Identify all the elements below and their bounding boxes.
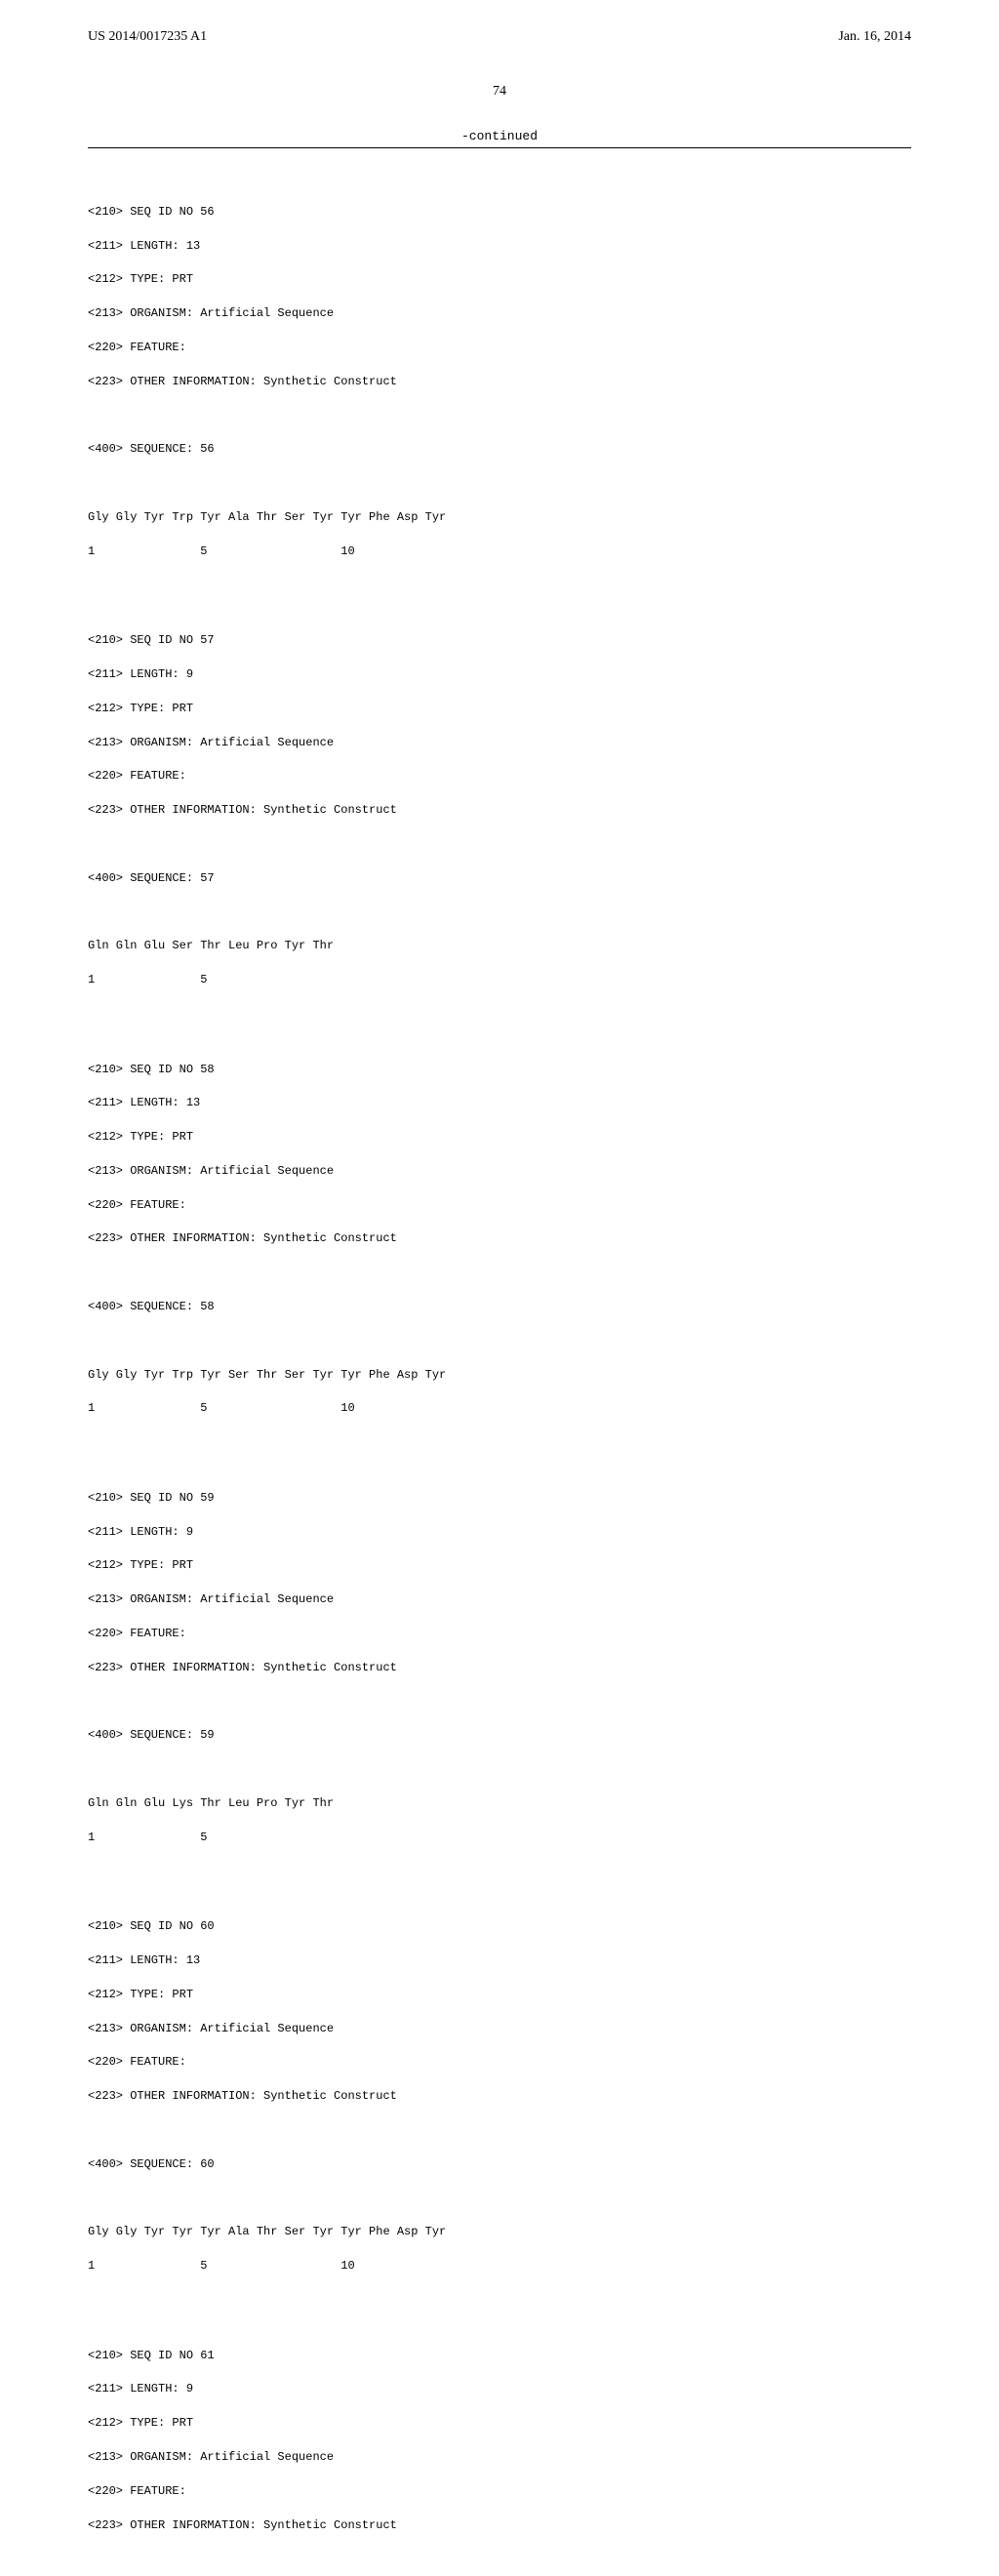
sequence-label: <400> SEQUENCE: 56 — [88, 441, 911, 458]
seq-meta-line: <210> SEQ ID NO 60 — [88, 1918, 911, 1935]
sequence-block: <210> SEQ ID NO 56 <211> LENGTH: 13 <212… — [88, 186, 911, 577]
sequence-label: <400> SEQUENCE: 59 — [88, 1727, 911, 1744]
horizontal-rule — [88, 147, 911, 148]
sequence-numbers: 1 5 — [88, 1830, 911, 1846]
sequence-label: <400> SEQUENCE: 60 — [88, 2156, 911, 2173]
seq-meta-line: <223> OTHER INFORMATION: Synthetic Const… — [88, 1230, 911, 1247]
seq-meta-line: <211> LENGTH: 9 — [88, 1524, 911, 1541]
seq-meta-line: <223> OTHER INFORMATION: Synthetic Const… — [88, 802, 911, 819]
page-header: US 2014/0017235 A1 Jan. 16, 2014 — [88, 29, 911, 45]
seq-meta-line: <213> ORGANISM: Artificial Sequence — [88, 735, 911, 751]
seq-meta-line: <223> OTHER INFORMATION: Synthetic Const… — [88, 2517, 911, 2534]
seq-meta-line: <211> LENGTH: 9 — [88, 666, 911, 683]
seq-meta-line: <220> FEATURE: — [88, 1197, 911, 1214]
sequence-listing: <210> SEQ ID NO 56 <211> LENGTH: 13 <212… — [88, 170, 911, 2576]
seq-meta-line: <213> ORGANISM: Artificial Sequence — [88, 2449, 911, 2466]
publication-number: US 2014/0017235 A1 — [88, 29, 207, 45]
sequence-block: <210> SEQ ID NO 59 <211> LENGTH: 9 <212>… — [88, 1473, 911, 1864]
seq-meta-line: <213> ORGANISM: Artificial Sequence — [88, 1591, 911, 1608]
sequence-numbers: 1 5 — [88, 972, 911, 988]
seq-meta-line: <211> LENGTH: 13 — [88, 1095, 911, 1111]
seq-meta-line: <210> SEQ ID NO 61 — [88, 2348, 911, 2364]
sequence-block: <210> SEQ ID NO 58 <211> LENGTH: 13 <212… — [88, 1044, 911, 1434]
seq-meta-line: <213> ORGANISM: Artificial Sequence — [88, 2021, 911, 2037]
seq-meta-line: <211> LENGTH: 13 — [88, 1952, 911, 1969]
sequence-block: <210> SEQ ID NO 60 <211> LENGTH: 13 <212… — [88, 1902, 911, 2292]
seq-meta-line: <220> FEATURE: — [88, 340, 911, 356]
sequence-label: <400> SEQUENCE: 57 — [88, 870, 911, 887]
seq-meta-line: <220> FEATURE: — [88, 2483, 911, 2500]
sequence-residues: Gln Gln Glu Ser Thr Leu Pro Tyr Thr — [88, 938, 911, 954]
seq-meta-line: <213> ORGANISM: Artificial Sequence — [88, 1163, 911, 1180]
sequence-numbers: 1 5 10 — [88, 1400, 911, 1417]
sequence-block: <210> SEQ ID NO 61 <211> LENGTH: 9 <212>… — [88, 2330, 911, 2576]
seq-meta-line: <212> TYPE: PRT — [88, 1557, 911, 1574]
sequence-residues: Gln Gln Glu Lys Thr Leu Pro Tyr Thr — [88, 1795, 911, 1812]
sequence-numbers: 1 5 10 — [88, 2258, 911, 2274]
sequence-residues: Gly Gly Tyr Trp Tyr Ala Thr Ser Tyr Tyr … — [88, 509, 911, 526]
page-number: 74 — [88, 84, 911, 100]
seq-meta-line: <212> TYPE: PRT — [88, 1987, 911, 2003]
seq-meta-line: <220> FEATURE: — [88, 1626, 911, 1642]
sequence-residues: Gly Gly Tyr Trp Tyr Ser Thr Ser Tyr Tyr … — [88, 1367, 911, 1384]
patent-page: US 2014/0017235 A1 Jan. 16, 2014 74 -con… — [0, 0, 999, 2576]
seq-meta-line: <223> OTHER INFORMATION: Synthetic Const… — [88, 1660, 911, 1676]
seq-meta-line: <220> FEATURE: — [88, 2054, 911, 2071]
seq-meta-line: <212> TYPE: PRT — [88, 271, 911, 288]
sequence-residues: Gly Gly Tyr Tyr Tyr Ala Thr Ser Tyr Tyr … — [88, 2224, 911, 2240]
sequence-numbers: 1 5 10 — [88, 543, 911, 560]
seq-meta-line: <211> LENGTH: 13 — [88, 238, 911, 255]
seq-meta-line: <212> TYPE: PRT — [88, 701, 911, 717]
sequence-block: <210> SEQ ID NO 57 <211> LENGTH: 9 <212>… — [88, 616, 911, 1006]
seq-meta-line: <210> SEQ ID NO 57 — [88, 632, 911, 649]
seq-meta-line: <211> LENGTH: 9 — [88, 2381, 911, 2397]
seq-meta-line: <223> OTHER INFORMATION: Synthetic Const… — [88, 2088, 911, 2105]
seq-meta-line: <213> ORGANISM: Artificial Sequence — [88, 305, 911, 322]
seq-meta-line: <212> TYPE: PRT — [88, 2415, 911, 2432]
seq-meta-line: <210> SEQ ID NO 59 — [88, 1490, 911, 1507]
publication-date: Jan. 16, 2014 — [838, 29, 911, 45]
seq-meta-line: <210> SEQ ID NO 58 — [88, 1062, 911, 1078]
seq-meta-line: <223> OTHER INFORMATION: Synthetic Const… — [88, 374, 911, 390]
sequence-label: <400> SEQUENCE: 58 — [88, 1299, 911, 1315]
seq-meta-line: <212> TYPE: PRT — [88, 1129, 911, 1146]
seq-meta-line: <220> FEATURE: — [88, 768, 911, 785]
seq-meta-line: <210> SEQ ID NO 56 — [88, 204, 911, 221]
continued-label: -continued — [88, 129, 911, 143]
